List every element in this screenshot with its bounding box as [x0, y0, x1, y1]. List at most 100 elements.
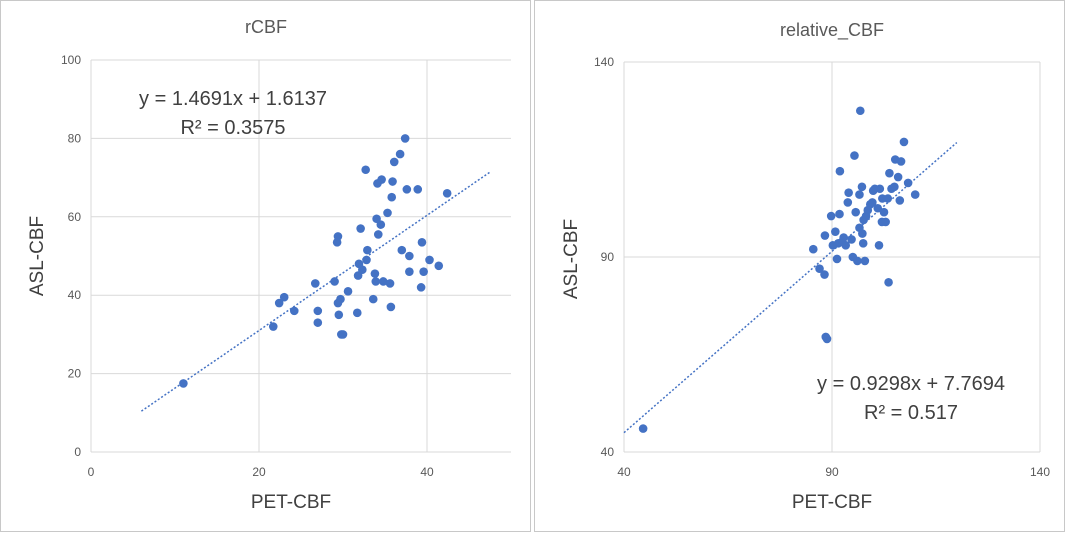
- data-point: [334, 310, 344, 320]
- x-tick-labels: 40 90 140: [617, 465, 1050, 479]
- data-point: [338, 330, 348, 339]
- data-point: [808, 244, 818, 254]
- data-point: [405, 267, 414, 276]
- data-point: [379, 277, 388, 286]
- grid-lines: [90, 59, 511, 453]
- data-point: [858, 239, 868, 248]
- scatter-chart-relative-cbf: 40 90 140 40 90 140 relative_CBF PET-CBF ASL…: [561, 20, 1050, 513]
- data-point: [434, 261, 444, 271]
- r-squared-label: R² = 0.3575: [180, 117, 285, 139]
- y-axis-label: ASL-CBF: [27, 216, 48, 296]
- trendline-equation: y = 0.9298x + 7.7694: [817, 373, 1005, 395]
- data-point: [363, 245, 372, 255]
- data-point: [368, 294, 378, 304]
- data-point: [847, 235, 856, 244]
- data-point: [890, 182, 899, 192]
- y-tick-label: 140: [594, 55, 614, 69]
- data-point: [910, 190, 920, 199]
- data-point: [874, 241, 884, 250]
- x-tick-labels: 0 20 40: [88, 465, 434, 479]
- r-squared-label: R² = 0.517: [864, 402, 958, 424]
- data-point: [844, 188, 853, 197]
- x-tick-label: 140: [1030, 465, 1050, 479]
- data-point: [268, 322, 278, 331]
- data-point: [895, 196, 905, 205]
- data-point: [835, 209, 844, 219]
- data-point: [858, 229, 867, 238]
- data-point: [881, 217, 890, 227]
- chart-title: relative_CBF: [780, 20, 884, 41]
- data-point: [385, 279, 395, 288]
- data-point: [362, 255, 371, 265]
- data-point: [400, 134, 410, 143]
- data-point: [383, 208, 392, 218]
- y-tick-label: 40: [601, 445, 615, 459]
- data-point: [815, 264, 824, 274]
- data-point: [855, 190, 864, 199]
- chart-panel-rcbf: 0 20 40 0 20 40 60 80 100 rCBF PET-CBF ASL-CBF …: [0, 0, 531, 532]
- data-point: [883, 194, 893, 203]
- y-tick-label: 100: [61, 53, 81, 67]
- data-point: [179, 379, 188, 388]
- data-point: [843, 198, 853, 207]
- y-tick-label: 60: [68, 210, 82, 224]
- trendline-equation: y = 1.4691x + 1.6137: [139, 88, 327, 110]
- grid-lines: [623, 61, 1041, 453]
- data-point: [352, 308, 362, 318]
- data-point: [389, 157, 399, 167]
- data-point: [638, 424, 648, 433]
- x-tick-label: 40: [420, 465, 434, 479]
- y-tick-label: 80: [68, 131, 82, 145]
- y-tick-label: 40: [68, 288, 82, 302]
- data-point: [413, 185, 423, 194]
- y-tick-label: 0: [74, 445, 81, 459]
- data-point: [274, 298, 284, 308]
- data-point: [395, 149, 405, 159]
- data-point: [885, 168, 894, 178]
- data-point: [387, 192, 397, 202]
- y-tick-labels: 40 90 140: [594, 55, 614, 459]
- data-point: [841, 241, 851, 250]
- data-point: [397, 245, 407, 255]
- data-point: [313, 306, 323, 316]
- data-point: [425, 255, 434, 265]
- data-point: [417, 237, 427, 247]
- data-point: [826, 211, 836, 221]
- data-point: [343, 286, 353, 296]
- data-point: [336, 294, 345, 304]
- data-points: [638, 106, 920, 433]
- data-point: [376, 220, 386, 229]
- trendline: [140, 171, 491, 412]
- data-point: [333, 232, 343, 241]
- data-point: [903, 178, 913, 188]
- y-tick-label: 90: [601, 250, 615, 264]
- data-point: [839, 233, 848, 242]
- data-point: [416, 283, 426, 292]
- data-point: [377, 175, 386, 184]
- data-point: [289, 306, 299, 316]
- data-point: [831, 227, 840, 236]
- data-point: [371, 277, 381, 286]
- data-point: [405, 251, 414, 261]
- x-tick-label: 0: [88, 465, 95, 479]
- chart-panel-relative-cbf: 40 90 140 40 90 140 relative_CBF PET-CBF ASL…: [534, 0, 1065, 532]
- chart-title: rCBF: [245, 17, 287, 37]
- data-point: [851, 207, 861, 217]
- x-axis-label: PET-CBF: [251, 492, 331, 513]
- data-point: [853, 256, 862, 266]
- data-point: [896, 157, 906, 166]
- data-points: [179, 134, 452, 388]
- data-point: [370, 269, 380, 278]
- y-tick-label: 20: [68, 367, 82, 381]
- data-point: [850, 151, 859, 160]
- data-point: [875, 184, 885, 194]
- data-point: [893, 172, 903, 182]
- data-point: [419, 267, 428, 276]
- data-point: [860, 256, 870, 266]
- y-axis-label: ASL-CBF: [561, 219, 582, 299]
- data-point: [832, 254, 842, 264]
- data-point: [373, 230, 383, 239]
- data-point: [879, 207, 889, 217]
- data-point: [356, 224, 365, 233]
